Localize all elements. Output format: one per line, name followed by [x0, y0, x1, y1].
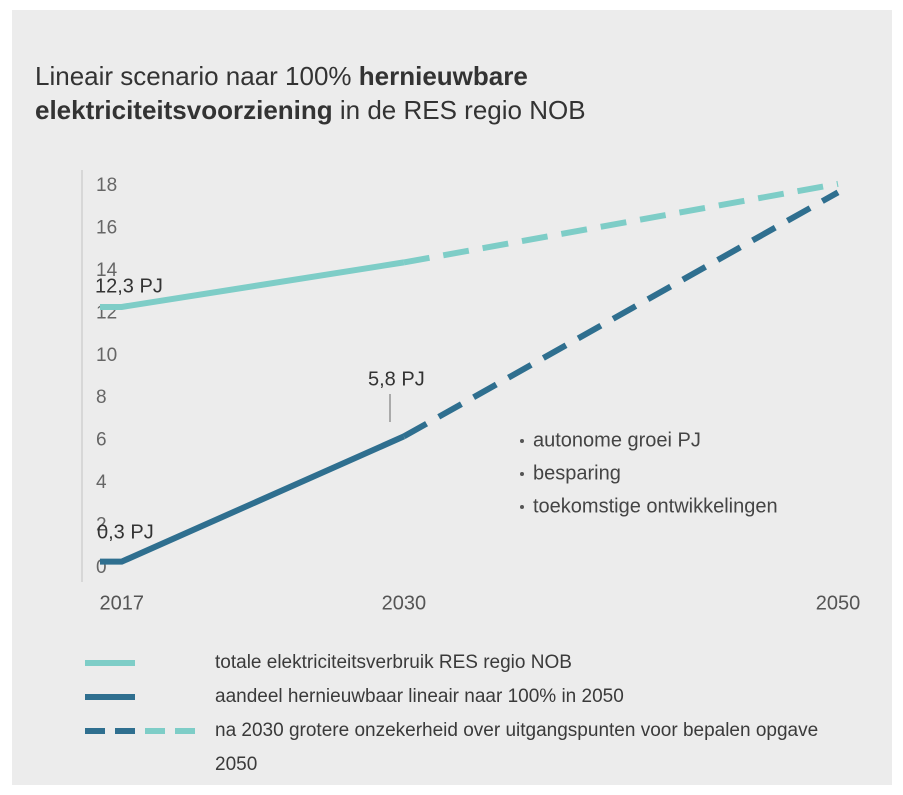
title-run: elektriciteitsvoorziening — [35, 95, 333, 125]
note: besparing — [533, 462, 621, 484]
chart-title: Lineair scenario naar 100% hernieuwbare — [35, 61, 528, 91]
legend-label: na 2030 grotere onzekerheid over uitgang… — [215, 720, 819, 775]
chart-title: elektriciteitsvoorziening in de RES regi… — [35, 95, 586, 125]
title-run: hernieuwbare — [359, 61, 528, 91]
background — [12, 10, 892, 785]
y-tick-label: 2 — [96, 515, 107, 536]
legend-label: totale elektriciteitsverbruik RES regio … — [215, 652, 572, 673]
legend-label: aandeel hernieuwbaar lineair naar 100% i… — [215, 686, 624, 707]
series-line — [402, 189, 840, 440]
y-tick-label: 8 — [96, 387, 107, 408]
y-tick-label: 10 — [96, 345, 117, 366]
series-line — [100, 259, 405, 310]
note: autonome groei PJ — [533, 429, 701, 451]
series-line — [403, 180, 839, 266]
y-tick-label: 18 — [96, 175, 117, 196]
y-tick-label: 4 — [96, 472, 107, 493]
y-tick-label: 16 — [96, 217, 117, 238]
title-run: Lineair scenario naar 100% — [35, 61, 359, 91]
title-run: in de RES regio NOB — [333, 95, 586, 125]
x-tick-label: 2050 — [816, 592, 861, 614]
annotation: 0,3 PJ — [97, 521, 154, 543]
y-tick-label: 14 — [96, 260, 118, 281]
annotation: 5,8 PJ — [368, 368, 425, 390]
annotation: 12,3 PJ — [95, 275, 163, 297]
x-tick-label: 2030 — [382, 592, 427, 614]
y-tick-label: 6 — [96, 430, 107, 451]
y-tick-label: 0 — [96, 557, 107, 578]
note-bullet — [520, 505, 524, 509]
note: toekomstige ontwikkelingen — [533, 495, 778, 517]
note-bullet — [520, 472, 524, 476]
x-tick-label: 2017 — [99, 592, 144, 614]
note-bullet — [520, 439, 524, 443]
series-line — [100, 433, 406, 565]
